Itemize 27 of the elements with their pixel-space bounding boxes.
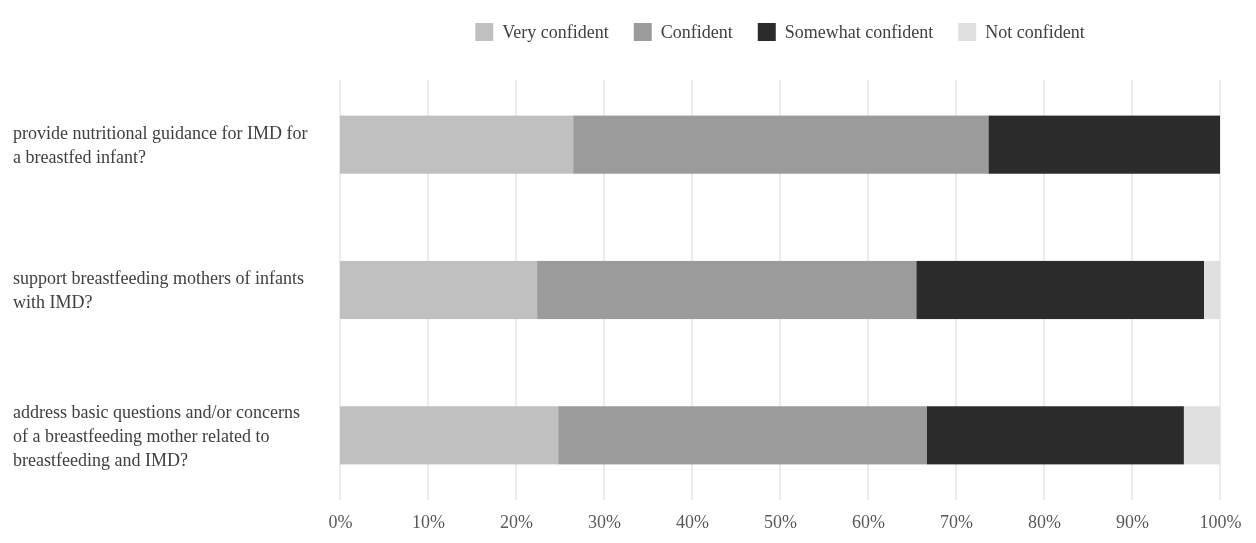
x-tick-label: 0% — [328, 511, 353, 532]
x-tick-label: 70% — [940, 511, 973, 532]
bar — [537, 260, 917, 320]
x-tick-label: 10% — [412, 511, 445, 532]
x-tick-label: 80% — [1028, 511, 1061, 532]
legend-label: Very confident — [502, 22, 609, 43]
bar — [340, 115, 574, 174]
legend-label: Confident — [660, 22, 733, 43]
bar — [573, 115, 989, 174]
x-tick-label: 20% — [500, 511, 533, 532]
x-tick-label: 40% — [676, 511, 709, 532]
bar — [926, 406, 1184, 465]
y-tick-label: provide nutritional guidance for IMD for a breastfed infant? — [13, 122, 308, 167]
bar — [340, 406, 559, 465]
y-tick-label: support breastfeeding mothers of infants with IMD? — [13, 268, 304, 313]
x-tick-label: 50% — [764, 511, 797, 532]
bar — [988, 115, 1220, 174]
x-tick-label: 30% — [588, 511, 621, 532]
bar — [916, 260, 1205, 320]
x-tick-label: 100% — [1199, 511, 1242, 532]
bar — [558, 406, 927, 465]
x-tick-label: 60% — [852, 511, 885, 532]
bar — [340, 260, 538, 320]
x-tick-label: 90% — [1116, 511, 1149, 532]
legend-label: Not confident — [985, 22, 1085, 43]
y-tick-label: address basic questions and/or concerns of a breastfeeding mother related to breastfeeding and IMD? — [13, 401, 300, 470]
legend-label: Somewhat confident — [784, 22, 934, 43]
